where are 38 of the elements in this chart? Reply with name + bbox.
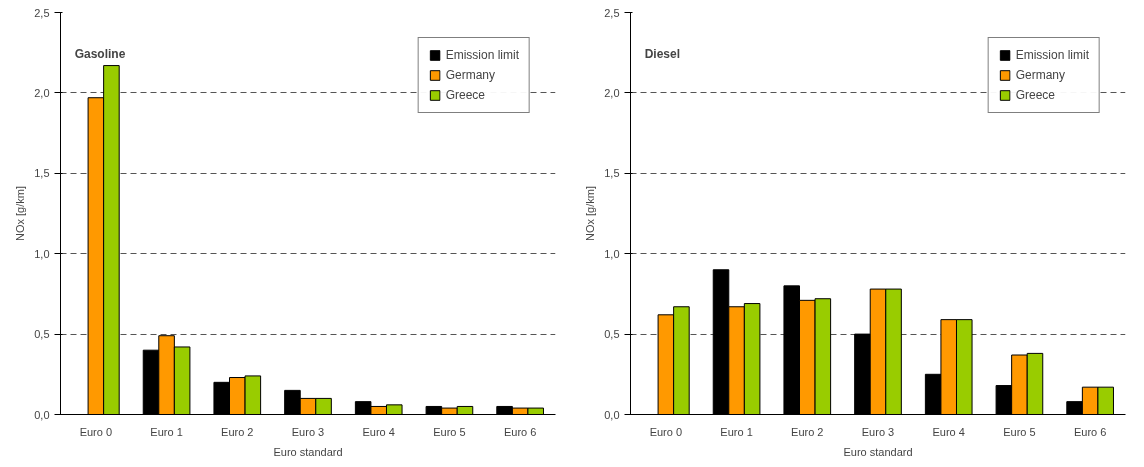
y-tick-label: 2,5 bbox=[604, 6, 620, 19]
legend-label: Emission limit bbox=[445, 48, 519, 62]
x-axis-title: Euro standard bbox=[273, 445, 343, 458]
x-tick-label: Euro 4 bbox=[932, 425, 965, 438]
y-axis-title: NOx [g/km] bbox=[14, 185, 27, 241]
y-tick-label: 2,5 bbox=[34, 6, 50, 19]
legend-label: Germany bbox=[1015, 68, 1066, 82]
x-tick-label: Euro 2 bbox=[791, 425, 824, 438]
y-tick-label: 0,5 bbox=[604, 328, 620, 341]
x-tick-label: Euro 5 bbox=[433, 425, 466, 438]
x-tick-label: Euro 3 bbox=[291, 425, 325, 438]
text: Diesel bbox=[644, 46, 680, 61]
y-tick-label: 0,0 bbox=[34, 408, 50, 421]
legend-label: Greece bbox=[1015, 88, 1056, 102]
x-tick-label: Euro 1 bbox=[150, 425, 183, 438]
x-tick-label: Euro 0 bbox=[649, 425, 683, 438]
y-tick-label: 0,5 bbox=[34, 328, 50, 341]
x-tick-label: Euro 6 bbox=[503, 425, 537, 438]
y-axis-title: NOx [g/km] bbox=[584, 185, 597, 241]
legend-label: Germany bbox=[445, 68, 496, 82]
x-tick-label: Euro 5 bbox=[1003, 425, 1036, 438]
y-tick-label: 1,5 bbox=[604, 167, 620, 180]
x-tick-label: Euro 2 bbox=[221, 425, 254, 438]
x-tick-label: Euro 0 bbox=[79, 425, 113, 438]
x-axis-title: Euro standard bbox=[843, 445, 913, 458]
legend-label: Greece bbox=[445, 88, 486, 102]
x-tick-label: Euro 3 bbox=[861, 425, 895, 438]
y-tick-label: 1,5 bbox=[34, 167, 50, 180]
legend-label: Emission limit bbox=[1015, 48, 1089, 62]
y-tick-label: 2,0 bbox=[604, 86, 620, 99]
x-tick-label: Euro 6 bbox=[1073, 425, 1107, 438]
y-tick-label: 2,0 bbox=[34, 86, 50, 99]
y-tick-label: 0,0 bbox=[604, 408, 620, 421]
x-tick-label: Euro 4 bbox=[362, 425, 395, 438]
y-tick-label: 1,0 bbox=[604, 247, 620, 260]
text: Gasoline bbox=[74, 46, 126, 61]
y-tick-label: 1,0 bbox=[34, 247, 50, 260]
x-tick-label: Euro 1 bbox=[720, 425, 753, 438]
